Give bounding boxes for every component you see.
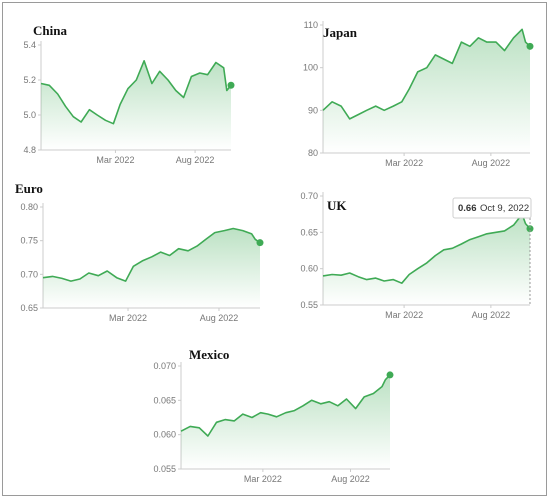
y-tick-label: 0.065 xyxy=(153,395,176,405)
end-point-marker xyxy=(386,371,394,379)
series-line xyxy=(322,28,531,120)
x-tick-label: Aug 2022 xyxy=(176,155,215,165)
y-tick-label: 0.75 xyxy=(20,236,38,246)
x-tick-label: Mar 2022 xyxy=(109,313,147,323)
y-tick-label: 5.2 xyxy=(23,75,36,85)
y-tick-label: 4.8 xyxy=(23,145,36,155)
tooltip-value: 0.66 xyxy=(458,203,477,214)
x-tick-label: Aug 2022 xyxy=(200,313,239,323)
series-area xyxy=(323,29,530,153)
chart-china: China 4.8 5.0 5.2 5.4 Mar 2022 Aug 2022 xyxy=(23,23,235,165)
series-area xyxy=(181,374,390,469)
y-tick-label: 0.060 xyxy=(153,430,176,440)
y-tick-label: 100 xyxy=(303,63,318,73)
chart-title: Japan xyxy=(323,25,358,40)
y-tick-label: 0.80 xyxy=(20,202,38,212)
chart-euro: Euro 0.65 0.70 0.75 0.80 Mar 2022 Aug 2022 xyxy=(15,181,264,323)
chart-uk: UK 0.55 0.60 0.65 0.70 Mar 2022 Aug 2022 0.66 Oc… xyxy=(300,191,534,320)
y-tick-label: 0.65 xyxy=(300,227,318,237)
end-point-marker xyxy=(526,42,534,50)
end-point-marker xyxy=(227,81,235,89)
chart-title: Euro xyxy=(15,181,43,196)
series-line xyxy=(322,213,531,284)
series-line xyxy=(40,60,232,125)
series-line xyxy=(180,374,391,437)
y-tick-label: 0.055 xyxy=(153,464,176,474)
chart-japan: Japan 80 90 100 110 Mar 2022 Aug 2022 xyxy=(303,20,534,168)
y-tick-label: 90 xyxy=(308,105,318,115)
y-tick-label: 80 xyxy=(308,148,318,158)
series-line xyxy=(42,227,261,282)
y-tick-label: 5.0 xyxy=(23,110,36,120)
end-point-marker xyxy=(526,225,534,233)
x-tick-label: Aug 2022 xyxy=(472,158,511,168)
x-tick-label: Mar 2022 xyxy=(385,310,423,320)
x-tick-label: Mar 2022 xyxy=(96,155,134,165)
series-area xyxy=(41,60,231,150)
chart-title: UK xyxy=(327,198,347,213)
y-tick-label: 0.65 xyxy=(20,303,38,313)
end-point-marker xyxy=(256,239,264,247)
series-area xyxy=(43,228,260,308)
tooltip-date: Oct 9, 2022 xyxy=(480,203,529,214)
chart-title: Mexico xyxy=(189,347,229,362)
y-tick-label: 110 xyxy=(304,20,318,30)
series-area xyxy=(323,214,530,305)
x-tick-label: Aug 2022 xyxy=(472,310,511,320)
y-tick-label: 0.55 xyxy=(300,300,318,310)
chart-title: China xyxy=(33,23,67,38)
y-tick-label: 0.70 xyxy=(300,191,318,201)
chart-mexico: Mexico 0.055 0.060 0.065 0.070 Mar 2022 Aug 20… xyxy=(153,347,394,484)
y-tick-label: 0.70 xyxy=(20,269,38,279)
y-tick-label: 5.4 xyxy=(23,40,36,50)
y-tick-label: 0.60 xyxy=(300,264,318,274)
x-tick-label: Aug 2022 xyxy=(331,474,370,484)
tooltip-box xyxy=(452,197,532,219)
x-tick-label: Mar 2022 xyxy=(244,474,282,484)
y-tick-label: 0.070 xyxy=(153,361,176,371)
x-tick-label: Mar 2022 xyxy=(385,158,423,168)
